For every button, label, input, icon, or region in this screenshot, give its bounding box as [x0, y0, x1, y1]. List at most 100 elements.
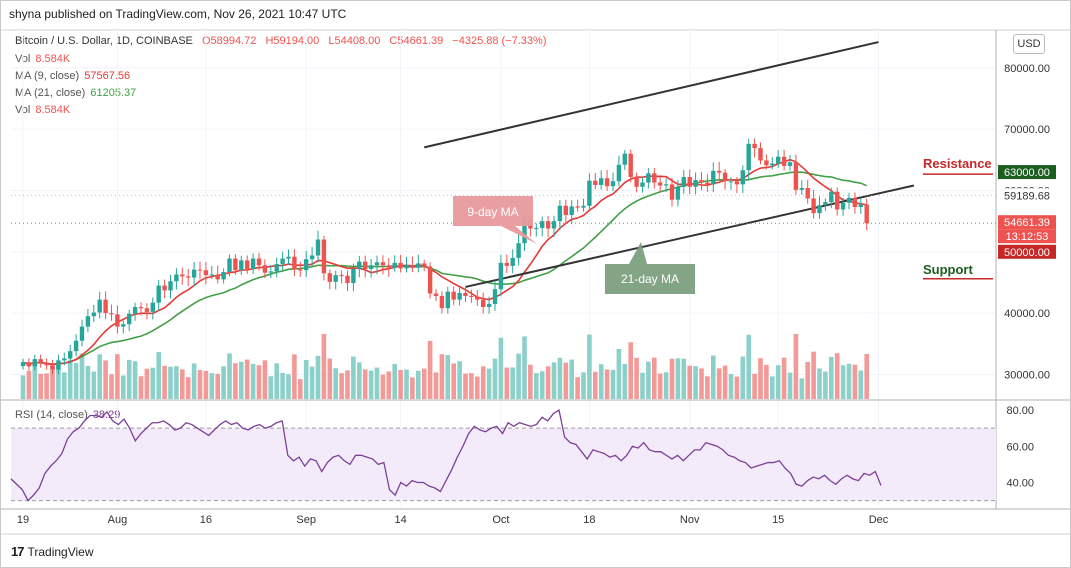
volume-bar-up	[280, 373, 285, 399]
rsi-band	[11, 428, 996, 501]
candle-up	[663, 184, 669, 186]
volume-bar-up	[56, 365, 61, 399]
candle-up	[79, 326, 85, 341]
candle-down	[835, 191, 840, 210]
volume-bar-up	[516, 353, 521, 399]
currency-button[interactable]: USD	[1013, 34, 1045, 54]
price-label: 59189.68	[1004, 190, 1050, 202]
volume-bar-down	[805, 361, 810, 399]
candle-down	[380, 262, 386, 266]
candle-down	[197, 269, 203, 271]
candle-down	[215, 274, 220, 280]
candle-down	[410, 265, 415, 268]
candle-down	[852, 197, 858, 208]
candle-down	[109, 313, 114, 315]
volume-bar-up	[551, 362, 557, 399]
candle-up	[510, 257, 515, 266]
volume-bar-up	[728, 374, 734, 399]
tradingview-brand: TradingView	[27, 544, 94, 559]
candle-down	[103, 299, 108, 314]
candle-down	[764, 160, 769, 166]
price-label: 54661.39	[1004, 217, 1050, 229]
candle-up	[557, 205, 563, 222]
candle-down	[233, 258, 238, 271]
volume-bar-down	[722, 365, 728, 399]
volume-bar-down	[38, 373, 43, 399]
volume-bar-down	[215, 373, 220, 399]
volume-bar-down	[634, 357, 639, 399]
candle-down	[262, 265, 268, 273]
candle-down	[864, 204, 869, 224]
rsi-tick-label: 60.00	[1006, 441, 1034, 453]
volume-bar-down	[398, 370, 403, 399]
volume-bar-up	[32, 362, 38, 399]
volume-bar-up	[681, 358, 687, 399]
volume-bar-up	[770, 376, 775, 399]
volume-bar-down	[180, 369, 185, 399]
volume-bar-down	[115, 354, 120, 399]
volume-bar-down	[197, 370, 203, 399]
volume-bar-up	[610, 369, 616, 399]
candle-down	[687, 176, 692, 187]
candle-up	[309, 255, 315, 260]
symbol-legend[interactable]: Bitcoin / U.S. Dollar, 1D, COINBASE O589…	[15, 35, 552, 47]
ma21-legend[interactable]: MA (21, close) 61205.37	[15, 87, 136, 99]
volume-bar-up	[250, 363, 256, 399]
candle-up	[587, 180, 592, 206]
candle-up	[581, 205, 586, 208]
candle-down	[245, 260, 250, 269]
volume-bar-down	[864, 353, 869, 399]
candle-down	[658, 182, 663, 186]
ma9-legend[interactable]: MA (9, close) 57567.56	[15, 70, 130, 82]
candle-down	[793, 162, 799, 190]
volume-bar-down	[244, 359, 250, 399]
volume-bar-down	[687, 365, 692, 399]
candle-up	[68, 351, 73, 359]
volume-bar-up	[557, 357, 563, 399]
candle-up	[357, 261, 362, 269]
volume-bar-up	[486, 368, 492, 399]
volume-bar-down	[327, 358, 333, 399]
candle-up	[156, 285, 161, 303]
rsi-line	[10, 408, 882, 502]
candle-down	[717, 170, 722, 173]
candle-down	[545, 221, 551, 229]
volume-bar-up	[286, 374, 291, 399]
time-tick-label: 16	[200, 514, 212, 526]
volume-bar-up	[510, 367, 515, 399]
volume-bar-up	[663, 372, 669, 399]
time-tick-label: Nov	[680, 514, 700, 526]
time-tick-label: Oct	[492, 514, 509, 526]
volume-bar-up	[85, 365, 91, 399]
candle-up	[268, 271, 273, 273]
candle-down	[734, 181, 740, 185]
price-chart[interactable]: Resistance Support 9-day MA 21-day MA 80000.…	[1, 1, 1070, 541]
volume-bar-up	[846, 363, 852, 399]
candle-down	[38, 359, 43, 364]
volume-bar-up	[693, 366, 698, 399]
price-label: 63000.00	[1004, 167, 1050, 179]
candle-up	[599, 178, 604, 185]
candle-up	[740, 170, 745, 185]
time-tick-label: 19	[17, 514, 29, 526]
volume-bar-down	[162, 365, 167, 399]
candle-down	[439, 295, 445, 309]
candle-down	[345, 275, 350, 284]
volume-bar-down	[852, 364, 858, 399]
volume-bar-down	[185, 377, 191, 399]
volume-bar-up	[20, 375, 26, 399]
volume-bar-up	[746, 334, 751, 399]
volume-bar-up	[581, 372, 586, 399]
candle-down	[699, 180, 704, 183]
candle-up	[85, 316, 91, 327]
volume-bar-up	[829, 356, 834, 399]
ma21-callout-text: 21-day MA	[621, 272, 679, 286]
candle-up	[799, 188, 804, 190]
volume-bar-up	[457, 361, 462, 399]
volume-bar-down	[716, 368, 722, 399]
rsi-legend[interactable]: RSI (14, close) 38.29	[15, 409, 120, 421]
candle-up	[132, 307, 138, 314]
volume-bar-up	[587, 334, 592, 399]
volume-bar-down	[109, 374, 114, 399]
candle-up	[404, 265, 409, 269]
